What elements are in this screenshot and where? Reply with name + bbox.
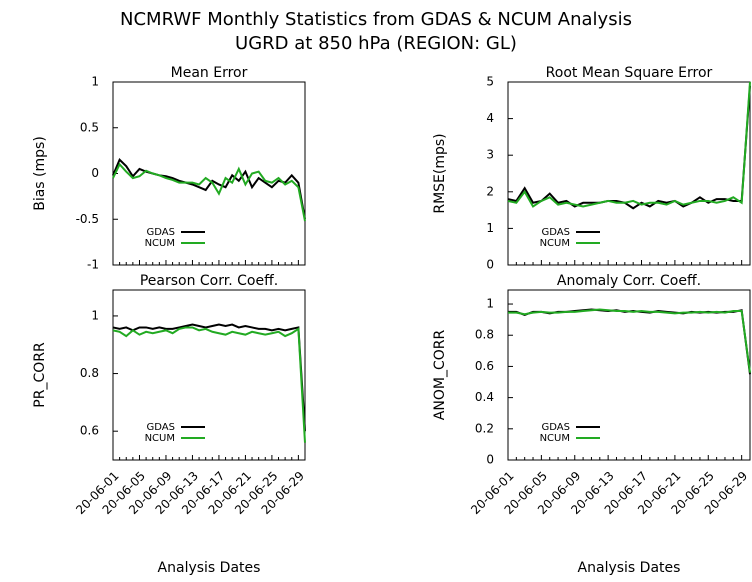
legend-label: NCUM xyxy=(145,433,175,444)
y-tick-label: 5 xyxy=(486,75,494,89)
y-tick-label: 1 xyxy=(91,75,99,89)
legend-label: GDAS xyxy=(542,422,570,433)
legend-label: NCUM xyxy=(540,238,570,249)
y-tick-label: 0.5 xyxy=(80,120,99,134)
subplot-title: Anomaly Corr. Coeff. xyxy=(557,273,701,289)
y-tick-label: -0.5 xyxy=(76,212,99,226)
subplot-title: Mean Error xyxy=(171,65,248,81)
y-tick-label: 2 xyxy=(486,184,494,198)
series-line xyxy=(508,308,751,373)
series-line xyxy=(112,162,306,222)
y-tick-label: 0 xyxy=(91,166,99,180)
figure-title: NCMRWF Monthly Statistics from GDAS & NC… xyxy=(120,9,632,30)
y-tick-label: 0 xyxy=(486,258,494,272)
plot-frame xyxy=(112,289,306,461)
series-line xyxy=(112,323,306,432)
y-tick-label: 4 xyxy=(486,111,494,125)
plot-frame xyxy=(507,81,751,266)
y-axis-label: Bias (mps) xyxy=(32,136,48,211)
y-tick-label: 0.6 xyxy=(475,359,494,373)
legend-label: GDAS xyxy=(542,227,570,238)
plot-frame xyxy=(507,289,751,461)
y-tick-label: 0.6 xyxy=(80,424,99,438)
y-tick-label: 0.4 xyxy=(475,390,494,404)
series-line xyxy=(507,85,751,210)
series-line xyxy=(112,158,306,220)
series-line xyxy=(508,308,751,375)
x-axis-label: Analysis Dates xyxy=(578,560,681,576)
legend-label: GDAS xyxy=(147,422,175,433)
x-axis-label: Analysis Dates xyxy=(158,560,261,576)
y-tick-label: 3 xyxy=(486,148,494,162)
y-axis-label: PR_CORR xyxy=(32,342,48,408)
figure-subtitle: UGRD at 850 hPa (REGION: GL) xyxy=(235,33,517,54)
legend-label: NCUM xyxy=(145,238,175,249)
subplot-title: Pearson Corr. Coeff. xyxy=(140,273,278,289)
y-tick-label: 0.2 xyxy=(475,421,494,435)
series-line xyxy=(507,81,751,208)
series-line xyxy=(112,326,306,443)
y-axis-label: RMSE(mps) xyxy=(432,133,448,213)
y-tick-label: -1 xyxy=(87,258,99,272)
y-axis-label: ANOM_CORR xyxy=(432,330,448,421)
y-tick-label: 1 xyxy=(91,308,99,322)
y-tick-label: 0.8 xyxy=(475,328,494,342)
subplot-title: Root Mean Square Error xyxy=(546,65,713,81)
y-tick-label: 0.8 xyxy=(80,366,99,380)
legend-label: GDAS xyxy=(147,227,175,238)
y-tick-label: 1 xyxy=(486,221,494,235)
y-tick-label: 0 xyxy=(486,453,494,467)
legend-label: NCUM xyxy=(540,433,570,444)
y-tick-label: 1 xyxy=(486,297,494,311)
